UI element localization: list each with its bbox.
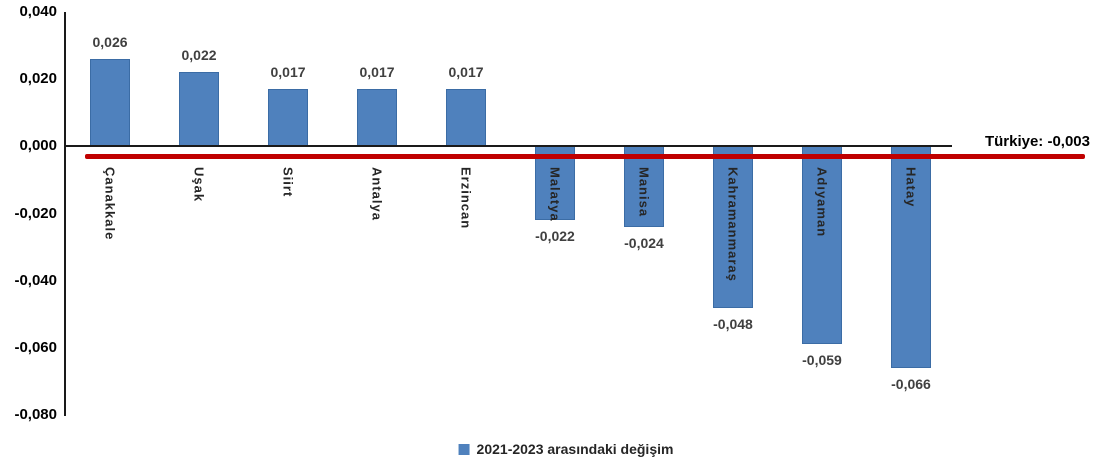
legend: 2021-2023 arasındaki değişim xyxy=(458,441,674,457)
y-axis-tick-label: -0,020 xyxy=(14,204,57,222)
y-axis-tick-label: -0,040 xyxy=(14,271,57,289)
x-axis-zero-line xyxy=(65,145,952,148)
bar xyxy=(357,89,397,147)
bar-value-label: 0,022 xyxy=(181,47,217,64)
bar xyxy=(90,59,130,147)
bar xyxy=(713,146,753,308)
bar xyxy=(179,72,219,147)
bar-value-label: -0,048 xyxy=(713,315,753,332)
category-label: Siirt xyxy=(280,167,296,198)
y-axis-line xyxy=(64,12,66,416)
legend-label: 2021-2023 arasındaki değişim xyxy=(476,441,674,457)
bar-value-label: -0,059 xyxy=(802,352,842,369)
legend-marker-icon xyxy=(458,443,470,455)
category-label: Hatay xyxy=(903,167,919,208)
bar-value-label: -0,066 xyxy=(891,375,931,392)
bar xyxy=(268,89,308,147)
bar-value-label: 0,017 xyxy=(359,64,395,81)
category-label: Manisa xyxy=(636,167,652,218)
y-axis-tick-label: 0,020 xyxy=(19,70,57,88)
turkiye-reference-line xyxy=(85,154,1085,160)
y-axis-tick-label: 0,000 xyxy=(19,137,57,155)
bar xyxy=(446,89,486,147)
bar-value-label: 0,017 xyxy=(448,64,484,81)
category-label: Malatya xyxy=(547,167,563,223)
turkiye-reference-label: Türkiye: -0,003 xyxy=(984,133,1090,151)
y-axis-tick-label: -0,060 xyxy=(14,338,57,356)
y-axis-tick-label: -0,080 xyxy=(14,406,57,423)
bar-value-label: 0,026 xyxy=(92,34,128,51)
category-label: Erzincan xyxy=(458,167,474,230)
category-label: Çanakkale xyxy=(102,167,118,241)
category-label: Kahramanmaraş xyxy=(725,167,741,283)
bar-value-label: -0,024 xyxy=(624,234,664,251)
category-label: Adıyaman xyxy=(814,167,830,238)
category-label: Antalya xyxy=(369,167,385,222)
y-axis-tick-label: 0,040 xyxy=(19,3,57,20)
category-label: Uşak xyxy=(191,167,207,203)
bar xyxy=(624,146,664,227)
bar xyxy=(802,146,842,345)
bar-value-label: -0,022 xyxy=(535,228,575,245)
bar-value-label: 0,017 xyxy=(270,64,306,81)
bar xyxy=(891,146,931,368)
